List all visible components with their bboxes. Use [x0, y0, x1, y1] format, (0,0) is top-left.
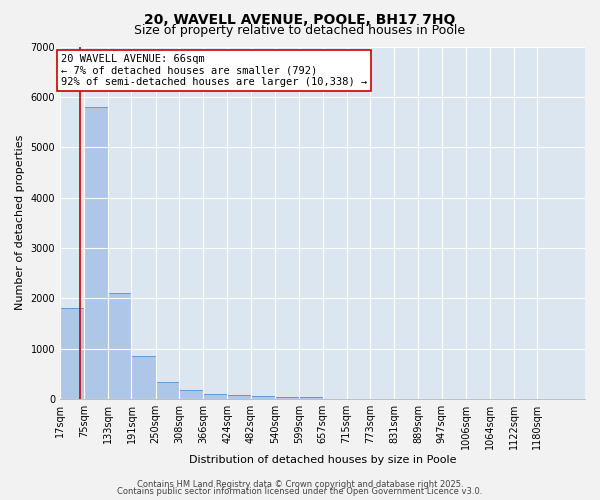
Bar [60, 308, 84, 399]
X-axis label: Distribution of detached houses by size in Poole: Distribution of detached houses by size … [189, 455, 456, 465]
Bar [155, 382, 179, 399]
Text: Size of property relative to detached houses in Poole: Size of property relative to detached ho… [134, 24, 466, 37]
Y-axis label: Number of detached properties: Number of detached properties [15, 135, 25, 310]
Text: 20, WAVELL AVENUE, POOLE, BH17 7HQ: 20, WAVELL AVENUE, POOLE, BH17 7HQ [145, 12, 455, 26]
Text: Contains HM Land Registry data © Crown copyright and database right 2025.: Contains HM Land Registry data © Crown c… [137, 480, 463, 489]
Text: 20 WAVELL AVENUE: 66sqm
← 7% of detached houses are smaller (792)
92% of semi-de: 20 WAVELL AVENUE: 66sqm ← 7% of detached… [61, 54, 367, 88]
Bar [251, 396, 275, 399]
Bar [275, 396, 299, 399]
Bar [107, 294, 131, 399]
Bar [131, 356, 155, 399]
Bar [227, 395, 251, 399]
Bar [203, 394, 227, 399]
Bar [84, 107, 107, 399]
Bar [299, 396, 323, 399]
Bar [323, 398, 347, 399]
Bar [179, 390, 203, 399]
Text: Contains public sector information licensed under the Open Government Licence v3: Contains public sector information licen… [118, 488, 482, 496]
